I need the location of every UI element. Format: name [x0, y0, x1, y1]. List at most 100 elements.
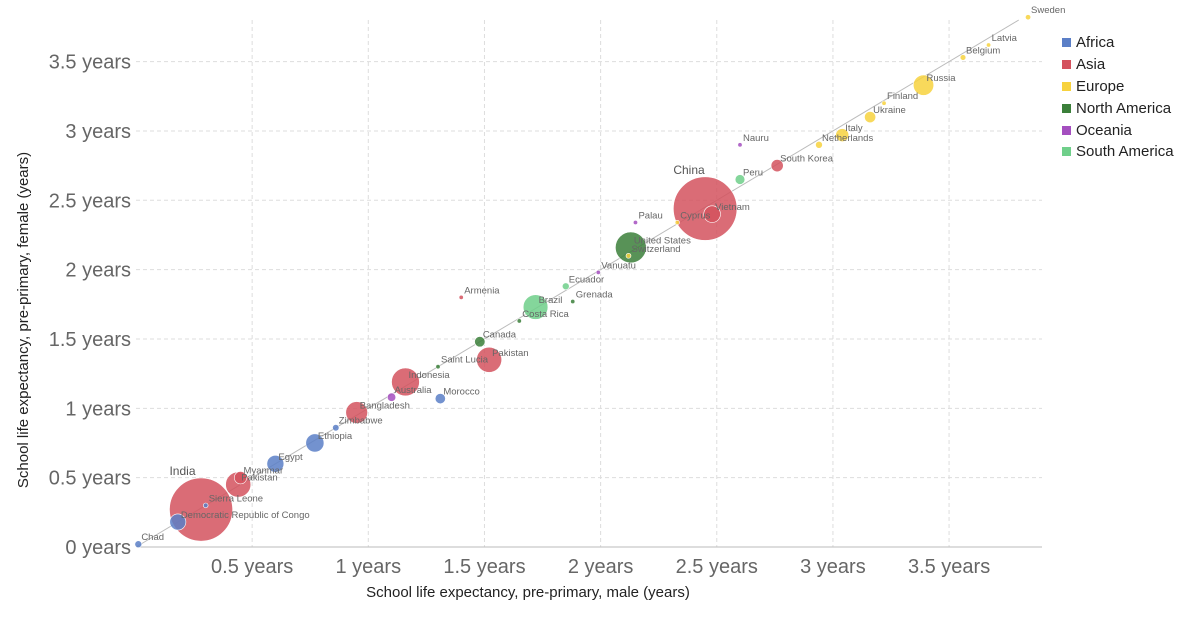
legend-swatch [1062, 147, 1071, 157]
data-point[interactable] [305, 433, 325, 453]
y-tick-label: 3 years [65, 121, 131, 143]
point-label: Armenia [464, 285, 500, 296]
point-label: Australia [395, 385, 433, 396]
data-point[interactable] [737, 142, 743, 148]
data-point[interactable] [233, 471, 248, 485]
data-point[interactable] [345, 401, 368, 424]
point-label: Ethiopia [318, 431, 353, 442]
y-tick-label: 2.5 years [49, 190, 131, 212]
data-point[interactable] [674, 219, 680, 225]
data-point[interactable] [386, 392, 397, 402]
data-point[interactable] [595, 269, 601, 275]
data-point[interactable] [881, 100, 887, 106]
data-point[interactable] [632, 219, 638, 225]
point-label: Sweden [1031, 5, 1065, 16]
point-labels: Chad Democratic Republic of Congo Sierra L… [141, 5, 1065, 543]
data-point[interactable] [625, 252, 632, 259]
point-label: Nauru [743, 133, 769, 144]
point-label: United States [634, 235, 691, 246]
legend-swatch [1062, 103, 1071, 113]
y-axis-title: School life expectancy, pre-primary, fem… [15, 152, 32, 488]
data-point[interactable] [522, 294, 549, 320]
y-tick-label: 0 years [65, 537, 131, 559]
diagonal-line [135, 19, 1020, 548]
legend-label: Oceania [1076, 121, 1132, 139]
legend-swatch [1062, 60, 1071, 70]
point-label: Grenada [576, 290, 614, 301]
point-label: Costa Rica [522, 309, 569, 320]
legend-label: Africa [1076, 34, 1115, 52]
data-point[interactable] [169, 513, 187, 531]
legend-item[interactable]: Oceania [1062, 119, 1174, 141]
x-tick-label: 2.5 years [676, 556, 758, 578]
point-label: Pakistan [241, 473, 277, 484]
point-label: Myanmar [244, 466, 284, 477]
legend-item[interactable]: Europe [1062, 76, 1174, 98]
legend-item[interactable]: North America [1062, 97, 1174, 119]
y-tick-label: 3.5 years [49, 52, 131, 74]
legend-item[interactable]: Asia [1062, 54, 1174, 76]
data-point[interactable] [615, 231, 647, 264]
point-label: Belgium [966, 45, 1000, 56]
data-point[interactable] [266, 454, 285, 473]
data-point[interactable] [835, 128, 850, 142]
point-label: Peru [743, 167, 763, 178]
point-label: Netherlands [822, 133, 873, 144]
legend-item[interactable]: South America [1062, 141, 1174, 163]
point-label: South Korea [780, 154, 834, 165]
data-point[interactable] [476, 346, 503, 373]
legend-label: Asia [1076, 56, 1106, 74]
legend: Africa Asia Europe North America Oceania Sout… [1062, 32, 1174, 163]
point-label: Latvia [992, 33, 1018, 44]
y-tick-label: 1.5 years [49, 329, 131, 351]
point-label: Brazil [539, 295, 563, 306]
data-point[interactable] [986, 42, 992, 48]
data-point[interactable] [912, 74, 935, 96]
data-point[interactable] [434, 393, 446, 405]
data-point[interactable] [202, 502, 209, 509]
y-axis-ticks: 0 years 0.5 years 1 years 1.5 years 2 years 2… [49, 52, 131, 559]
data-point[interactable] [703, 205, 721, 223]
legend-label: North America [1076, 99, 1172, 117]
point-label: Finland [887, 91, 918, 102]
legend-item[interactable]: Africa [1062, 32, 1174, 54]
point-label: China [673, 163, 705, 177]
point-label: Russia [927, 73, 957, 84]
data-point[interactable] [458, 294, 464, 300]
data-point[interactable] [561, 282, 570, 291]
data-point[interactable] [815, 141, 823, 149]
data-point[interactable] [770, 159, 784, 173]
legend-swatch [1062, 38, 1071, 48]
legend-swatch [1062, 81, 1071, 91]
data-point[interactable] [734, 174, 746, 185]
point-label: Ecuador [569, 274, 604, 285]
data-point[interactable] [864, 111, 877, 124]
point-label: Cyprus [680, 210, 710, 221]
data-point[interactable] [1025, 14, 1032, 21]
data-point[interactable] [332, 424, 340, 432]
x-tick-label: 2 years [568, 556, 634, 578]
data-point[interactable] [435, 364, 441, 370]
x-tick-label: 3 years [800, 556, 866, 578]
data-point[interactable] [516, 318, 522, 324]
y-tick-label: 0.5 years [49, 468, 131, 490]
x-tick-label: 1 years [336, 556, 402, 578]
point-label: Ukraine [873, 105, 906, 116]
data-points [134, 14, 1032, 549]
data-point[interactable] [391, 367, 420, 397]
data-point[interactable] [474, 336, 486, 348]
data-point[interactable] [570, 299, 576, 305]
point-label: Sierra Leone [209, 493, 263, 504]
point-label: Egypt [278, 452, 303, 463]
point-label: Switzerland [631, 244, 680, 255]
x-axis-title: School life expectancy, pre-primary, mal… [366, 584, 690, 601]
data-point[interactable] [134, 540, 143, 549]
point-label: Morocco [443, 387, 479, 398]
x-tick-label: 0.5 years [211, 556, 293, 578]
data-point[interactable] [673, 176, 738, 241]
legend-swatch [1062, 125, 1071, 135]
data-point[interactable] [959, 54, 967, 61]
y-tick-label: 2 years [65, 260, 131, 282]
point-label: Pakistan [492, 348, 528, 359]
point-label: Vanuatu [601, 260, 636, 271]
